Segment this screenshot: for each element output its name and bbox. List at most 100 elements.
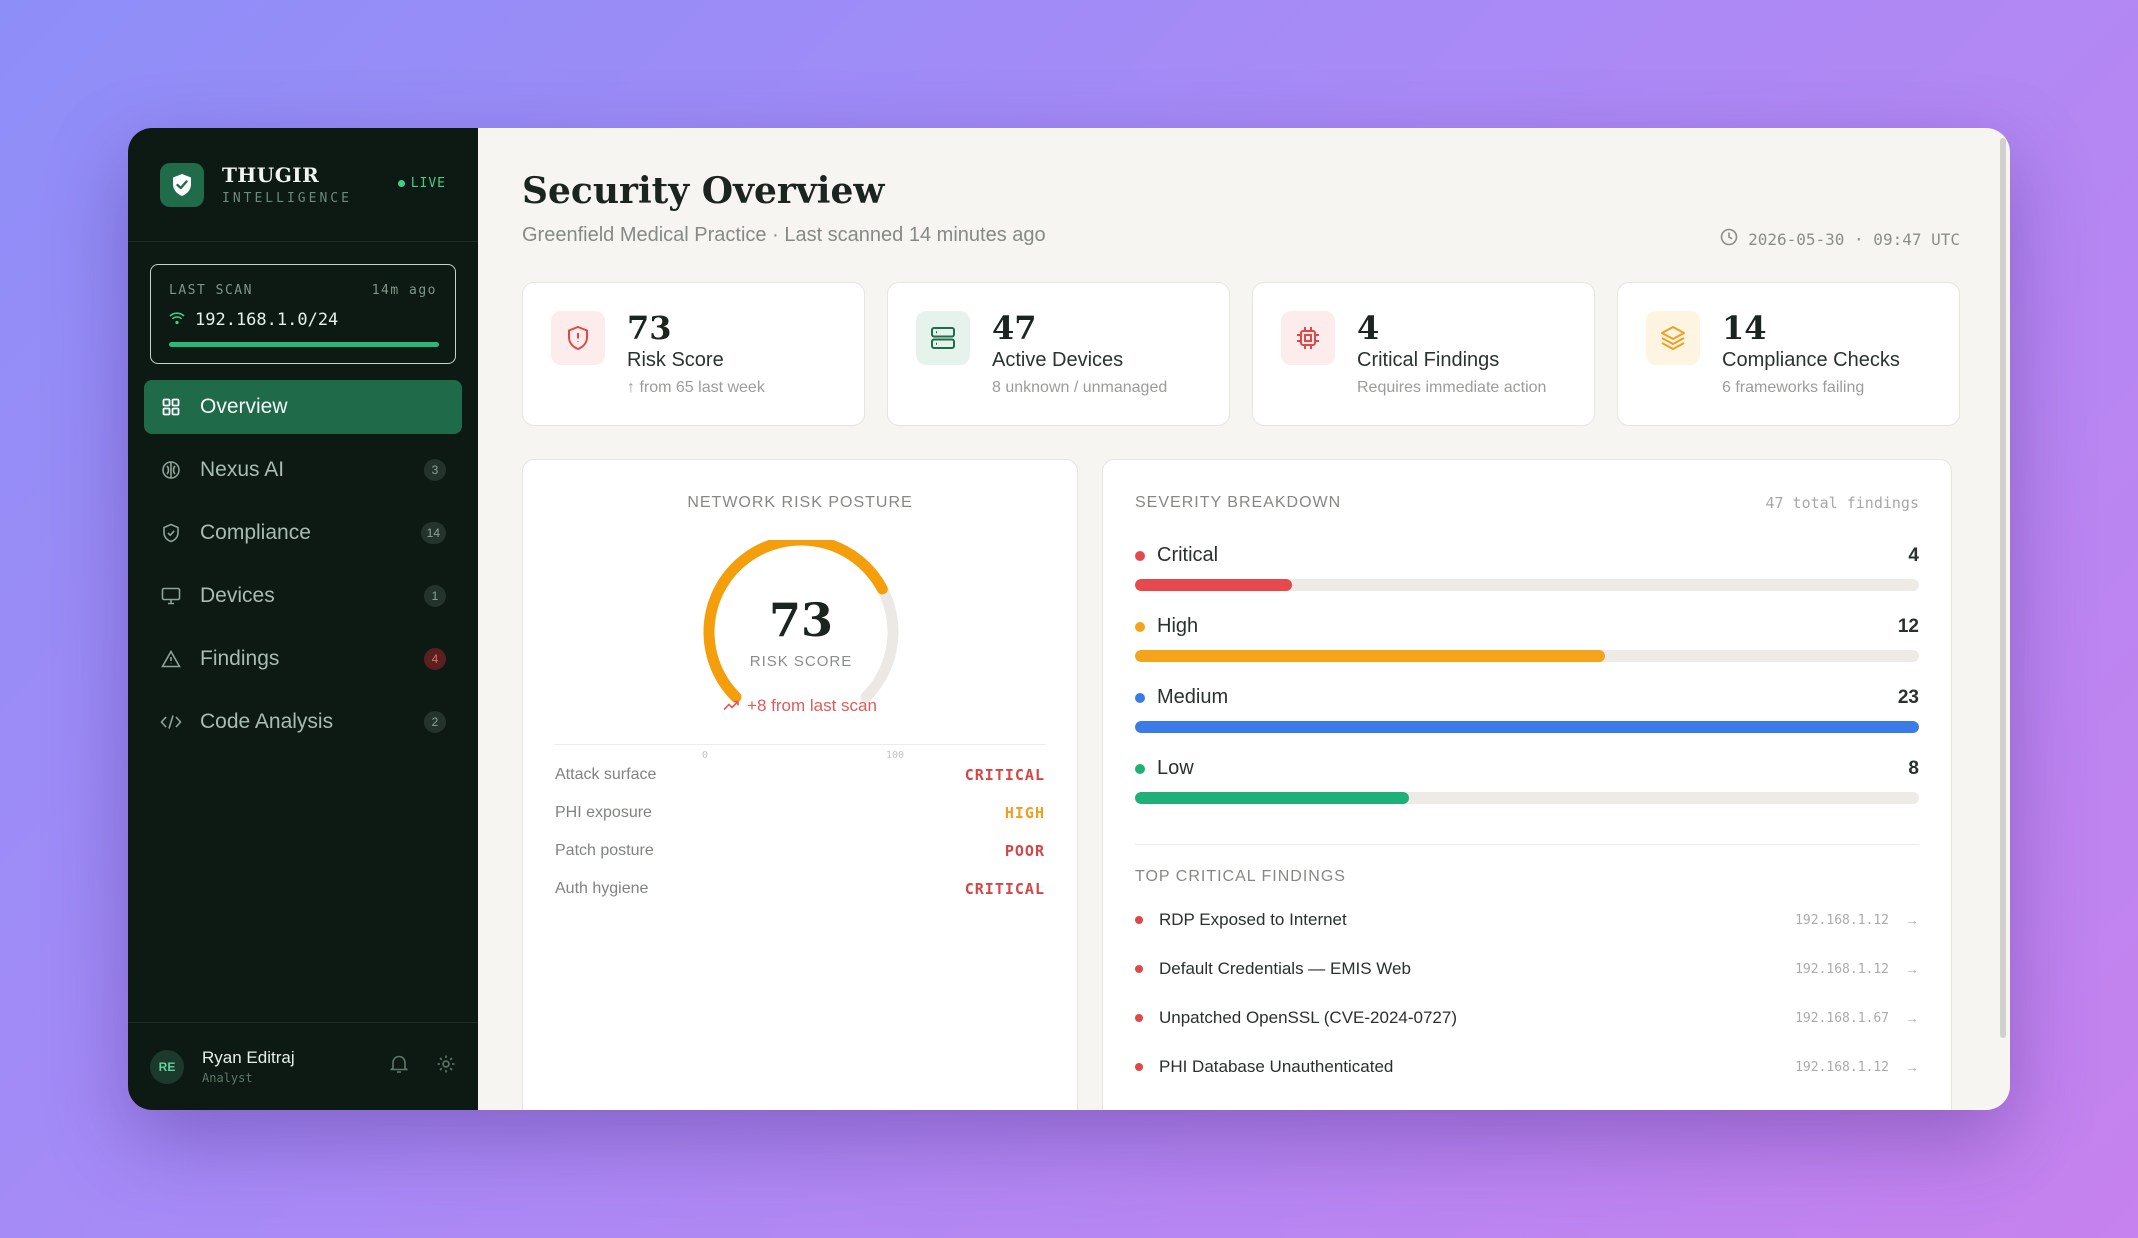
brand-name: THUGIR bbox=[222, 163, 320, 187]
kpi-card-risk-score[interactable]: 73 Risk Score ↑ from 65 last week bbox=[522, 282, 865, 426]
card-title: NETWORK RISK POSTURE bbox=[687, 494, 913, 511]
critical-dot-icon bbox=[1135, 1063, 1143, 1071]
sidebar-item-label: Overview bbox=[200, 395, 288, 418]
brain-icon bbox=[160, 459, 182, 481]
kpi-card-active-devices[interactable]: 47 Active Devices 8 unknown / unmanaged bbox=[887, 282, 1230, 426]
sidebar-nav: Overview Nexus AI 3 Compliance 14 bbox=[128, 380, 478, 749]
severity-row-medium[interactable]: Medium 23 bbox=[1135, 686, 1919, 733]
severity-fill bbox=[1135, 650, 1606, 662]
last-scan-ago: 14m ago bbox=[371, 283, 437, 298]
sidebar-item-devices[interactable]: Devices 1 bbox=[144, 569, 462, 623]
live-indicator: LIVE bbox=[397, 176, 446, 191]
finding-name: Unpatched OpenSSL (CVE-2024-0727) bbox=[1159, 1008, 1457, 1027]
critical-dot-icon bbox=[1135, 1014, 1143, 1022]
severity-name: Low bbox=[1157, 757, 1194, 779]
clock-icon bbox=[1720, 228, 1738, 250]
divider bbox=[1135, 844, 1919, 845]
sidebar-item-label: Code Analysis bbox=[200, 710, 334, 733]
gauge-min-label: 0 bbox=[702, 750, 708, 761]
gauge-fill bbox=[703, 540, 888, 703]
severity-row-critical[interactable]: Critical 4 bbox=[1135, 544, 1919, 591]
arrow-right-icon[interactable]: → bbox=[1905, 912, 1919, 928]
nav-badge: 4 bbox=[424, 648, 446, 670]
shield-alert-icon bbox=[551, 311, 605, 365]
severity-track bbox=[1135, 721, 1919, 733]
severity-name: Critical bbox=[1157, 544, 1219, 566]
gear-icon[interactable] bbox=[436, 1054, 456, 1079]
chip-icon bbox=[1281, 311, 1335, 365]
sidebar-item-findings[interactable]: Findings 4 bbox=[144, 632, 462, 686]
timestamp-text: 2026-05-30 · 09:47 UTC bbox=[1748, 229, 1960, 249]
sidebar-item-label: Compliance bbox=[200, 521, 311, 544]
severity-track bbox=[1135, 579, 1919, 591]
nav-badge: 3 bbox=[424, 459, 446, 481]
severity-name: Medium bbox=[1157, 686, 1229, 708]
card-title: SEVERITY BREAKDOWN bbox=[1135, 494, 1342, 511]
wifi-icon bbox=[169, 310, 185, 330]
user-panel: RE Ryan Editraj Analyst bbox=[128, 1022, 478, 1110]
sidebar-item-compliance[interactable]: Compliance 14 bbox=[144, 506, 462, 560]
risk-gauge: 73 RISK SCORE 0 100 bbox=[702, 540, 904, 761]
severity-fill bbox=[1135, 792, 1410, 804]
app-window: THUGIR INTELLIGENCE LIVE LAST SCAN 14m a… bbox=[128, 128, 2010, 1110]
finding-row[interactable]: PHI Database Unauthenticated 192.168.1.1… bbox=[1135, 1057, 1919, 1077]
page-subtitle: Greenfield Medical Practice · Last scann… bbox=[522, 224, 1046, 246]
user-name: Ryan Editraj bbox=[202, 1048, 295, 1067]
top-findings-title: TOP CRITICAL FINDINGS bbox=[1135, 868, 1346, 885]
risk-factor-label: PHI exposure bbox=[555, 804, 652, 821]
arrow-right-icon[interactable]: → bbox=[1905, 1059, 1919, 1075]
live-dot-icon bbox=[397, 180, 405, 187]
severity-row-high[interactable]: High 12 bbox=[1135, 615, 1919, 662]
risk-factor-row: PHI exposure HIGH bbox=[555, 804, 1045, 822]
kpi-card-critical-findings[interactable]: 4 Critical Findings Requires immediate a… bbox=[1252, 282, 1595, 426]
sidebar-item-nexus-ai[interactable]: Nexus AI 3 bbox=[144, 443, 462, 497]
kpi-label: Compliance Checks bbox=[1722, 349, 1900, 371]
severity-name: High bbox=[1157, 615, 1199, 637]
kpi-subtext: 6 frameworks failing bbox=[1722, 379, 1865, 396]
kpi-value: 14 bbox=[1722, 309, 1767, 347]
last-scan-card[interactable]: LAST SCAN 14m ago 192.168.1.0/24 bbox=[150, 264, 456, 364]
sidebar-item-label: Findings bbox=[200, 647, 280, 670]
risk-factor-value: HIGH bbox=[1004, 804, 1045, 822]
divider bbox=[555, 744, 1045, 745]
sidebar-item-code-analysis[interactable]: Code Analysis 2 bbox=[144, 695, 462, 749]
gauge-value: 73 bbox=[769, 593, 833, 647]
finding-row[interactable]: Default Credentials — EMIS Web 192.168.1… bbox=[1135, 959, 1919, 979]
risk-factor-label: Patch posture bbox=[555, 842, 654, 859]
sidebar-item-overview[interactable]: Overview bbox=[144, 380, 462, 434]
risk-factor-label: Auth hygiene bbox=[555, 880, 649, 897]
critical-dot-icon bbox=[1135, 965, 1143, 973]
finding-ip: 192.168.1.12 bbox=[1795, 961, 1889, 977]
trending-up-icon bbox=[723, 696, 739, 716]
kpi-subtext: 8 unknown / unmanaged bbox=[992, 379, 1168, 396]
severity-count: 4 bbox=[1908, 544, 1919, 566]
bell-icon[interactable] bbox=[389, 1054, 409, 1079]
user-role: Analyst bbox=[202, 1071, 253, 1085]
sidebar-item-label: Devices bbox=[200, 584, 275, 607]
avatar[interactable]: RE bbox=[150, 1049, 184, 1084]
scrollbar[interactable] bbox=[2000, 138, 2006, 1038]
arrow-right-icon[interactable]: → bbox=[1905, 961, 1919, 977]
severity-track bbox=[1135, 650, 1919, 662]
scan-target: 192.168.1.0/24 bbox=[195, 310, 339, 330]
page-title: Security Overview bbox=[522, 170, 885, 212]
risk-factor-value: POOR bbox=[1004, 842, 1045, 860]
arrow-right-icon[interactable]: → bbox=[1905, 1010, 1919, 1026]
risk-factor-row: Attack surface CRITICAL bbox=[555, 766, 1045, 784]
gauge-label: RISK SCORE bbox=[750, 653, 853, 670]
kpi-row: 73 Risk Score ↑ from 65 last week 47 Act… bbox=[522, 282, 1960, 426]
timestamp: 2026-05-30 · 09:47 UTC bbox=[1720, 228, 1960, 250]
severity-row-low[interactable]: Low 8 bbox=[1135, 757, 1919, 804]
brand-subtitle: INTELLIGENCE bbox=[222, 191, 352, 206]
finding-row[interactable]: RDP Exposed to Internet 192.168.1.12 → bbox=[1135, 910, 1919, 930]
low-dot-icon bbox=[1135, 763, 1145, 774]
severity-count: 8 bbox=[1908, 757, 1919, 779]
risk-factor-row: Auth hygiene CRITICAL bbox=[555, 880, 1045, 898]
finding-row[interactable]: Unpatched OpenSSL (CVE-2024-0727) 192.16… bbox=[1135, 1008, 1919, 1028]
kpi-card-compliance-checks[interactable]: 14 Compliance Checks 6 frameworks failin… bbox=[1617, 282, 1960, 426]
last-scan-label: LAST SCAN bbox=[169, 283, 253, 298]
sidebar-item-label: Nexus AI bbox=[200, 458, 285, 481]
shield-check-icon bbox=[160, 522, 182, 544]
scan-progress-fill bbox=[169, 342, 439, 347]
server-icon bbox=[916, 311, 970, 365]
